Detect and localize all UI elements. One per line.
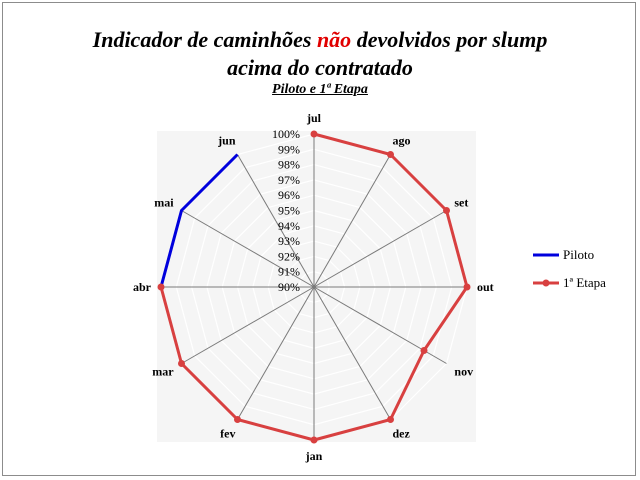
axis-spoke — [313, 286, 391, 420]
data-point — [443, 207, 450, 214]
data-point — [387, 416, 394, 423]
category-label: jan — [305, 449, 323, 463]
data-point — [178, 360, 185, 367]
data-point — [387, 151, 394, 158]
category-label: jun — [217, 134, 236, 148]
legend-label: 1ª Etapa — [563, 275, 606, 290]
axis-spoke — [181, 210, 315, 288]
data-point — [420, 347, 428, 354]
axis-spoke — [181, 286, 315, 364]
tick-label: 93% — [278, 234, 300, 248]
data-point — [234, 416, 241, 423]
category-label: set — [454, 196, 468, 210]
data-point — [463, 283, 471, 291]
data-point — [310, 436, 318, 444]
series-group — [157, 130, 471, 444]
tick-label: 100% — [272, 127, 300, 141]
category-label: jul — [306, 111, 322, 125]
chart-title-line-2: acima do contratado — [227, 55, 413, 80]
legend-entry: 1ª Etapa — [533, 275, 606, 290]
category-label: mar — [152, 365, 174, 379]
chart-frame: Indicador de caminhões não devolvidos po… — [2, 2, 636, 476]
tick-label: 92% — [278, 249, 300, 263]
category-label: mai — [154, 196, 174, 210]
category-label: abr — [133, 280, 152, 294]
legend-marker — [542, 279, 550, 287]
radar-chart: 90%91% 92%93%94%95% 96%97%98% 99%100% jul ag… — [133, 111, 606, 463]
tick-label: 96% — [278, 188, 300, 202]
tick-label: 98% — [278, 158, 300, 172]
series-line — [159, 132, 469, 442]
axis-spoke — [313, 154, 391, 288]
tick-label: 94% — [278, 219, 300, 233]
tick-label: 90% — [278, 280, 300, 294]
category-label: ago — [393, 134, 411, 148]
chart-title-line-1: Indicador de caminhões não devolvidos po… — [92, 27, 548, 52]
tick-label: 95% — [278, 204, 300, 218]
axis-spoke — [237, 154, 315, 288]
tick-label: 91% — [278, 265, 300, 279]
category-label: fev — [220, 426, 235, 440]
axis-spoke — [313, 210, 447, 288]
tick-label: 97% — [278, 173, 300, 187]
legend-entry: Piloto — [533, 247, 594, 262]
category-label: out — [477, 280, 494, 294]
series-group — [159, 153, 239, 288]
axis-spoke — [237, 286, 315, 420]
legend-label: Piloto — [563, 247, 594, 262]
category-label: dez — [393, 426, 411, 440]
chart-subtitle: Piloto e 1ª Etapa — [272, 82, 368, 97]
category-label: nov — [454, 365, 473, 379]
data-point — [157, 283, 165, 291]
data-point — [310, 130, 318, 138]
tick-label: 99% — [278, 142, 300, 156]
series-line — [159, 153, 239, 288]
